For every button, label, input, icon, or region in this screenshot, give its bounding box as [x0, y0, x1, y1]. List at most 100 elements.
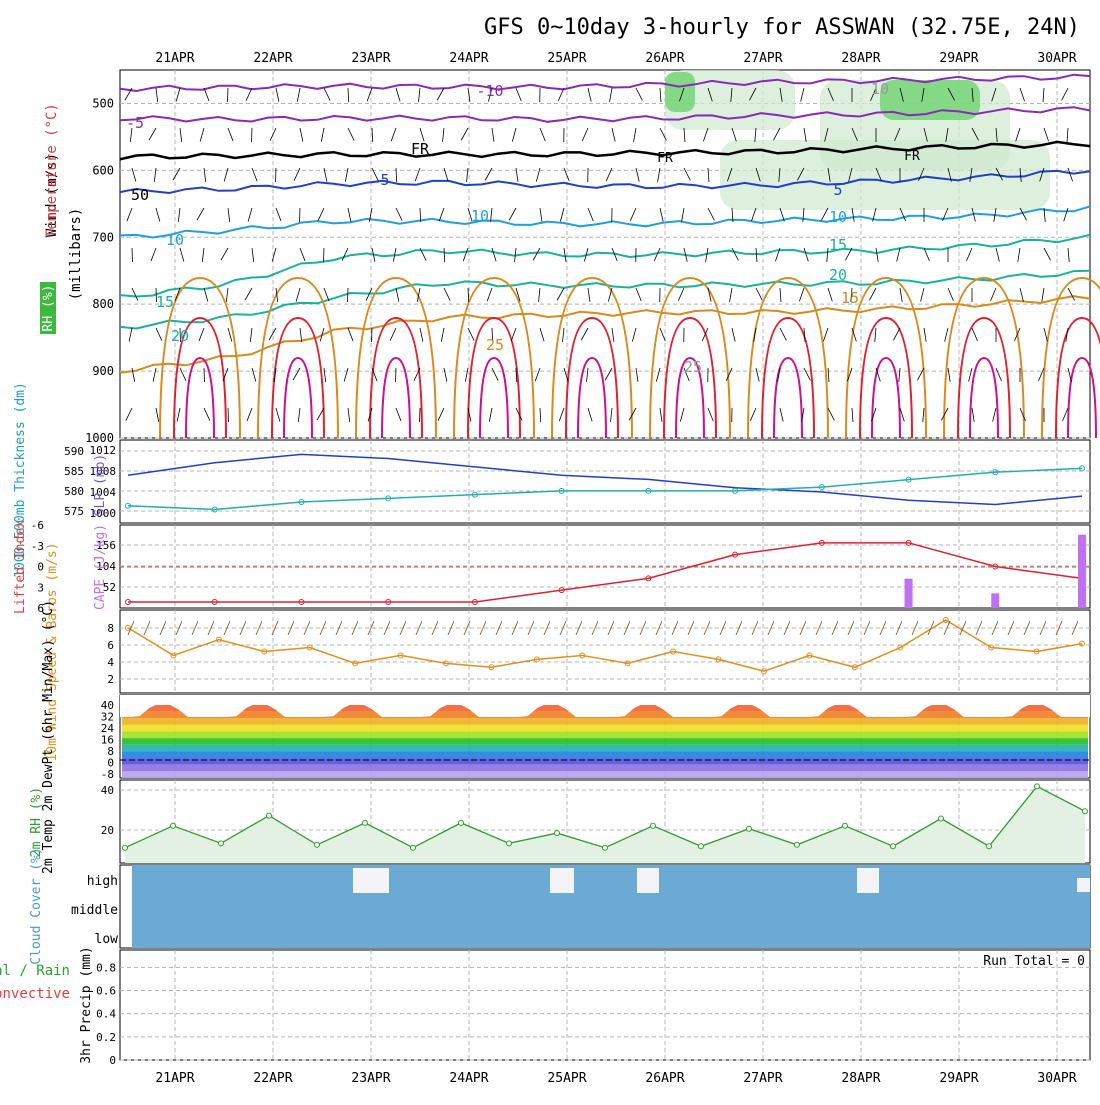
contour-label: 15 [829, 236, 847, 254]
temp-isotherm-loop [774, 358, 802, 438]
wind-barb [372, 128, 373, 142]
temp-isotherm-loop [284, 358, 312, 438]
wind-barb [439, 208, 444, 221]
temp-isotherm-loop [578, 358, 606, 438]
rh-marker [219, 841, 224, 846]
rh-marker [267, 813, 272, 818]
lifted-index-tick: -3 [31, 540, 44, 553]
wind-barb [680, 408, 684, 422]
wind-barb [396, 408, 401, 421]
wind-barb [226, 288, 228, 302]
rh-marker [747, 826, 752, 831]
wind-barb [199, 328, 204, 341]
pressure-tick-label: 800 [92, 297, 114, 311]
wind-barb [156, 408, 159, 422]
wind-barb [828, 368, 829, 382]
thickness-tick-label: 580 [64, 485, 84, 498]
wind-barb [492, 248, 496, 261]
rh-marker [123, 845, 128, 850]
wind-barb [1042, 288, 1044, 302]
wind-barb [660, 208, 663, 222]
contour-label: 15 [841, 289, 859, 307]
wind-barb [540, 408, 541, 422]
wind-barb [324, 288, 329, 301]
contour-label: 10 [166, 231, 184, 249]
precip-tick-label: 0.4 [96, 1008, 116, 1021]
wind-tick-label: 8 [107, 622, 114, 635]
wind-barb [245, 288, 252, 300]
contour-label: -5 [126, 114, 144, 132]
rh-marker [603, 845, 608, 850]
wind-barb [252, 368, 256, 381]
lifted-index-tick: 3 [37, 581, 44, 594]
rh-tick-label: 40 [101, 784, 114, 797]
wind-barb [126, 408, 132, 421]
rh-marker [171, 823, 176, 828]
ylabel-temperature: Temperature (°C) [44, 103, 60, 238]
temp-color-band [122, 751, 1088, 758]
wind-barb [660, 328, 665, 341]
wind-barb [750, 408, 756, 421]
thickness-tick-label: 585 [64, 465, 84, 478]
panel-frame-precip [120, 950, 1090, 1060]
wind-barb [228, 208, 230, 222]
wind-barb [780, 408, 783, 422]
wind-barb-10m [560, 621, 566, 635]
wind-barb [755, 128, 756, 142]
wind-barb [348, 328, 353, 341]
wind-barb [897, 248, 900, 262]
wind-barb [587, 368, 588, 382]
wind-barb [461, 128, 468, 140]
wind-barb [588, 408, 592, 421]
cloud-level-label: low [95, 932, 119, 947]
wind-barb [540, 128, 545, 141]
wind-barb [300, 128, 303, 142]
wind-barb [1067, 128, 1068, 142]
wind-barb [634, 128, 636, 142]
temp-isotherm [120, 271, 1090, 329]
wind-barb [204, 88, 209, 101]
wind-barb [176, 88, 180, 101]
wind-barb [612, 328, 614, 342]
wind-barb [945, 328, 948, 342]
wind-barb [804, 368, 810, 380]
page-title: GFS 0~10day 3-hourly for ASSWAN (32.75E,… [484, 15, 1080, 40]
wind-barb [391, 128, 396, 141]
wind-barb [173, 168, 180, 180]
wind-barb [732, 328, 735, 342]
wind-barb [732, 248, 738, 260]
wind-barb [509, 208, 516, 220]
wind-barb [756, 248, 757, 262]
wind-barb [900, 288, 902, 302]
wind-tick-label: 4 [107, 656, 114, 669]
rh-marker [363, 820, 368, 825]
temp-color-band [122, 738, 1088, 745]
contour-label: 20 [829, 266, 847, 284]
rh-marker [891, 844, 896, 849]
wind-barb [969, 368, 972, 382]
wind-barb [852, 408, 853, 422]
rh-marker [555, 831, 560, 836]
temp-isotherm [120, 235, 1090, 297]
wind-barb [396, 88, 400, 101]
ylabel-cloud: Cloud Cover (%) [29, 847, 44, 964]
wind-barb [606, 168, 612, 181]
wind-barb [588, 288, 590, 302]
wind-barb [252, 248, 254, 262]
cloud-gap [637, 868, 659, 893]
wind-barb [535, 368, 540, 381]
wind-barb [487, 288, 492, 301]
wind-barb [324, 368, 326, 382]
wind-barb [151, 248, 156, 261]
wind-barb-10m [672, 621, 678, 635]
wind-barb [248, 208, 252, 221]
pressure-tick-label: 500 [92, 96, 114, 110]
wind-barb [492, 368, 498, 381]
wind-barb [610, 88, 612, 102]
wind-barb [180, 368, 186, 381]
temp-color-band [122, 771, 1088, 778]
wind-barb [921, 288, 924, 302]
wind-barb [660, 88, 661, 102]
wind-barb [246, 88, 252, 101]
wind-barb [420, 328, 423, 342]
